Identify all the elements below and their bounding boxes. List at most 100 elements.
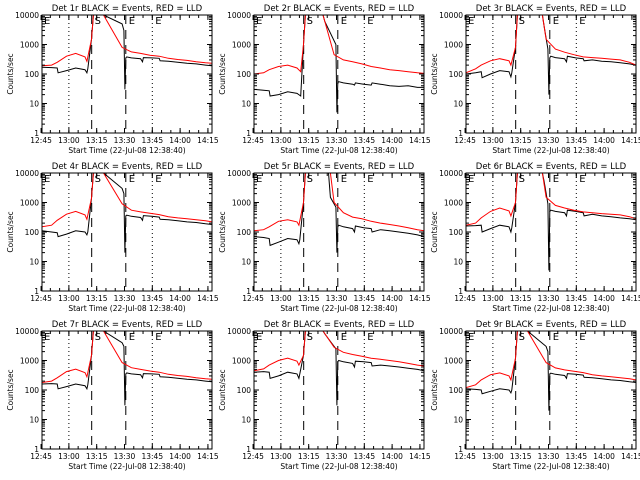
marker-flag-e: E: [129, 174, 135, 185]
x-tick-label: 13:00: [58, 294, 80, 303]
y-tick-label: 100: [449, 70, 464, 79]
panel-title: Det 6r BLACK = Events, RED = LLD: [476, 162, 627, 172]
y-tick-label: 10: [29, 258, 39, 267]
panel-det-5r: Det 5r BLACK = Events, RED = LLD S E E E 1 10 1…: [218, 162, 431, 313]
x-tick-label: 12:45: [242, 294, 264, 303]
y-tick-label: 10000: [15, 169, 39, 178]
y-tick-label: 1000: [232, 199, 251, 208]
series-lld: [466, 173, 636, 226]
x-axis-label: Start Time (22-Jul-08 12:38:40): [492, 146, 609, 155]
x-tick-label: 13:30: [538, 294, 560, 303]
series-lld: [42, 173, 212, 228]
y-tick-label: 100: [25, 228, 40, 237]
y-tick-label: 10000: [439, 11, 463, 20]
series-events: [466, 331, 636, 411]
x-tick-label: 13:30: [538, 452, 560, 461]
marker-flag-s: S: [519, 16, 525, 27]
x-tick-label: 14:00: [593, 136, 615, 145]
series-group: [466, 15, 636, 95]
marker-flag-e: E: [129, 332, 135, 343]
x-tick-label: 12:45: [454, 294, 476, 303]
series-events: [254, 173, 424, 253]
series-lld: [254, 15, 424, 75]
marker-flag-e: E: [579, 174, 585, 185]
y-tick-label: 10: [241, 100, 251, 109]
x-tick-label: 13:00: [482, 294, 504, 303]
x-tick-label: 13:30: [114, 136, 136, 145]
y-tick-label: 1000: [444, 41, 463, 50]
y-tick-label: 10000: [439, 327, 463, 336]
series-lld: [466, 15, 636, 74]
panel-title: Det 5r BLACK = Events, RED = LLD: [264, 162, 415, 172]
marker-flag-s: S: [519, 332, 525, 343]
series-events: [466, 173, 636, 271]
plot-frame: [41, 172, 213, 292]
marker-flag-e: E: [553, 174, 559, 185]
x-tick-label: 13:30: [538, 136, 560, 145]
x-tick-label: 14:15: [197, 452, 219, 461]
y-tick-label: 1: [34, 129, 39, 138]
x-tick-label: 13:15: [510, 452, 532, 461]
marker-flag-e: E: [579, 16, 585, 27]
x-axis-label: Start Time (22-Jul-08 12:38:40): [68, 304, 185, 313]
x-tick-label: 13:45: [141, 136, 163, 145]
marker-flag-s: S: [307, 174, 313, 185]
y-tick-label: 10000: [227, 11, 251, 20]
marker-flag-s: S: [307, 332, 313, 343]
series-group: [254, 331, 424, 406]
y-tick-label: 1: [246, 129, 251, 138]
marker-flag-s: S: [95, 332, 101, 343]
y-axis-label: Counts/sec: [6, 53, 15, 94]
series-group: [466, 173, 636, 271]
marker-flag-edge: E: [44, 16, 50, 27]
x-tick-label: 12:45: [242, 452, 264, 461]
panel-det-3r: Det 3r BLACK = Events, RED = LLD S E E E 1 10 1…: [430, 4, 640, 155]
y-tick-label: 100: [237, 228, 252, 237]
x-tick-label: 13:00: [270, 452, 292, 461]
y-tick-label: 1: [458, 287, 463, 296]
x-tick-label: 14:15: [621, 294, 640, 303]
plot-frame: [465, 172, 637, 292]
plot-frame: [41, 330, 213, 450]
y-tick-label: 100: [237, 386, 252, 395]
x-tick-label: 12:45: [454, 452, 476, 461]
y-tick-label: 10: [453, 258, 463, 267]
marker-flag-edge: E: [468, 174, 474, 185]
x-tick-label: 13:00: [482, 136, 504, 145]
panel-det-4r: Det 4r BLACK = Events, RED = LLD S E E E 1 10 1…: [6, 162, 219, 313]
series-events: [254, 15, 424, 113]
series-group: [42, 331, 212, 406]
x-tick-label: 13:00: [58, 452, 80, 461]
y-axis-label: Counts/sec: [430, 53, 439, 94]
y-tick-label: 1000: [232, 357, 251, 366]
marker-flag-e: E: [367, 16, 373, 27]
y-tick-label: 100: [25, 386, 40, 395]
x-tick-label: 13:45: [141, 452, 163, 461]
marker-flag-edge: E: [468, 16, 474, 27]
series-group: [466, 331, 636, 411]
marker-flag-e: E: [367, 332, 373, 343]
x-tick-label: 14:15: [621, 136, 640, 145]
y-tick-label: 1000: [20, 199, 39, 208]
y-tick-label: 100: [449, 228, 464, 237]
series-group: [42, 173, 212, 253]
y-tick-label: 10000: [15, 11, 39, 20]
x-tick-label: 14:00: [169, 294, 191, 303]
y-tick-label: 1000: [20, 357, 39, 366]
series-group: [254, 173, 424, 253]
series-group: [42, 15, 212, 90]
x-tick-label: 14:00: [169, 452, 191, 461]
x-tick-label: 14:00: [381, 136, 403, 145]
x-tick-label: 14:15: [621, 452, 640, 461]
series-events: [42, 331, 212, 406]
x-tick-label: 13:30: [326, 136, 348, 145]
x-tick-label: 13:15: [298, 136, 320, 145]
y-tick-label: 1: [458, 445, 463, 454]
x-tick-label: 13:45: [565, 294, 587, 303]
marker-flag-e: E: [129, 16, 135, 27]
marker-flag-e: E: [155, 332, 161, 343]
marker-flag-e: E: [341, 16, 347, 27]
y-tick-label: 1: [246, 445, 251, 454]
panel-det-2r: Det 2r BLACK = Events, RED = LLD S E E E 1 10 1…: [218, 4, 431, 155]
